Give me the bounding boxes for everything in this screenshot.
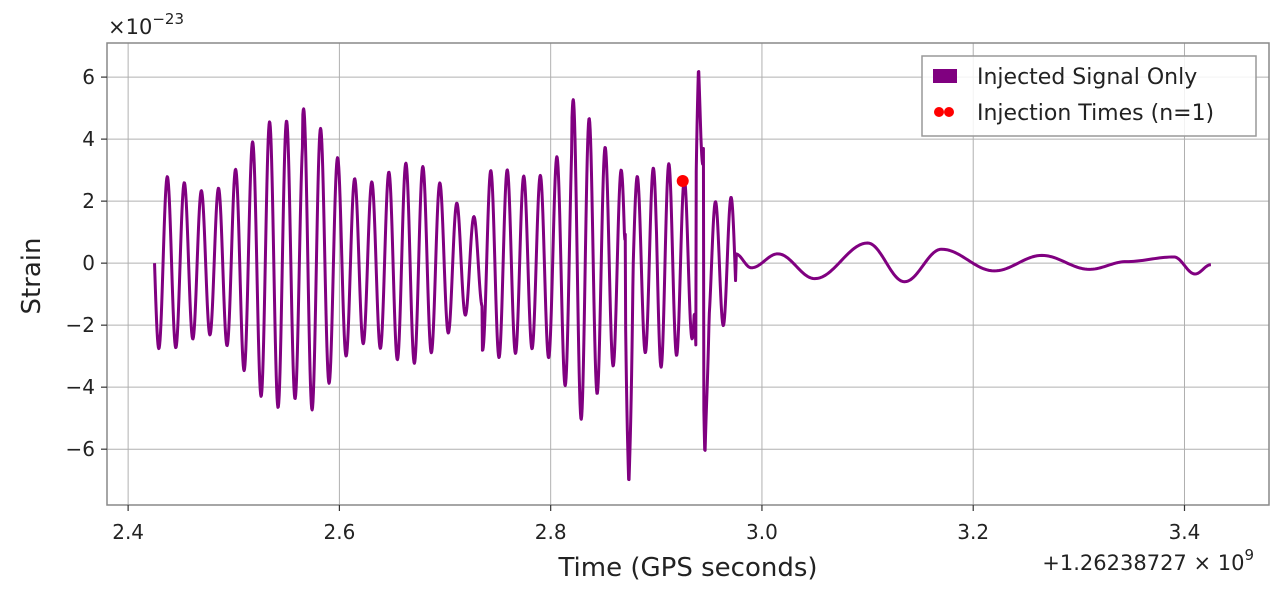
scatter-injection-times xyxy=(677,175,689,187)
x-axis-label: Time (GPS seconds) xyxy=(557,553,817,583)
y-scale-exponent: −23 xyxy=(152,10,184,28)
x-axis-ticks: 2.4 2.6 2.8 3.0 3.2 3.4 xyxy=(112,505,1200,544)
x-tick-label: 3.2 xyxy=(957,520,989,544)
x-offset-factor: +1.26238727 × 109 xyxy=(1042,546,1254,575)
legend-marker-injection-times-a xyxy=(934,107,944,117)
x-tick-label: 2.4 xyxy=(112,520,144,544)
y-scale-factor: ×10−23 xyxy=(108,10,184,39)
y-tick-label: −2 xyxy=(66,313,95,337)
x-offset-base: +1.26238727 × 10 xyxy=(1042,551,1244,575)
y-tick-label: −6 xyxy=(66,437,95,461)
legend: Injected Signal Only Injection Times (n=… xyxy=(922,56,1256,136)
x-tick-label: 2.8 xyxy=(535,520,567,544)
y-tick-label: 0 xyxy=(82,251,95,275)
y-tick-label: 4 xyxy=(82,127,95,151)
y-tick-label: 2 xyxy=(82,189,95,213)
y-tick-label: −4 xyxy=(66,375,95,399)
legend-marker-injection-times-b xyxy=(944,107,954,117)
legend-swatch-injected-signal xyxy=(933,69,957,83)
x-tick-label: 2.6 xyxy=(323,520,355,544)
scatter-point-injection-time xyxy=(677,175,689,187)
y-tick-label: 6 xyxy=(82,65,95,89)
y-scale-base: ×10 xyxy=(108,15,152,39)
legend-label-injection-times: Injection Times (n=1) xyxy=(977,101,1214,126)
x-offset-exponent: 9 xyxy=(1244,546,1254,564)
y-axis-label: Strain xyxy=(17,237,47,314)
y-axis-ticks: −6 −4 −2 0 2 4 6 xyxy=(66,65,107,461)
x-tick-label: 3.0 xyxy=(746,520,778,544)
x-tick-label: 3.4 xyxy=(1169,520,1201,544)
legend-label-injected-signal: Injected Signal Only xyxy=(977,65,1197,90)
